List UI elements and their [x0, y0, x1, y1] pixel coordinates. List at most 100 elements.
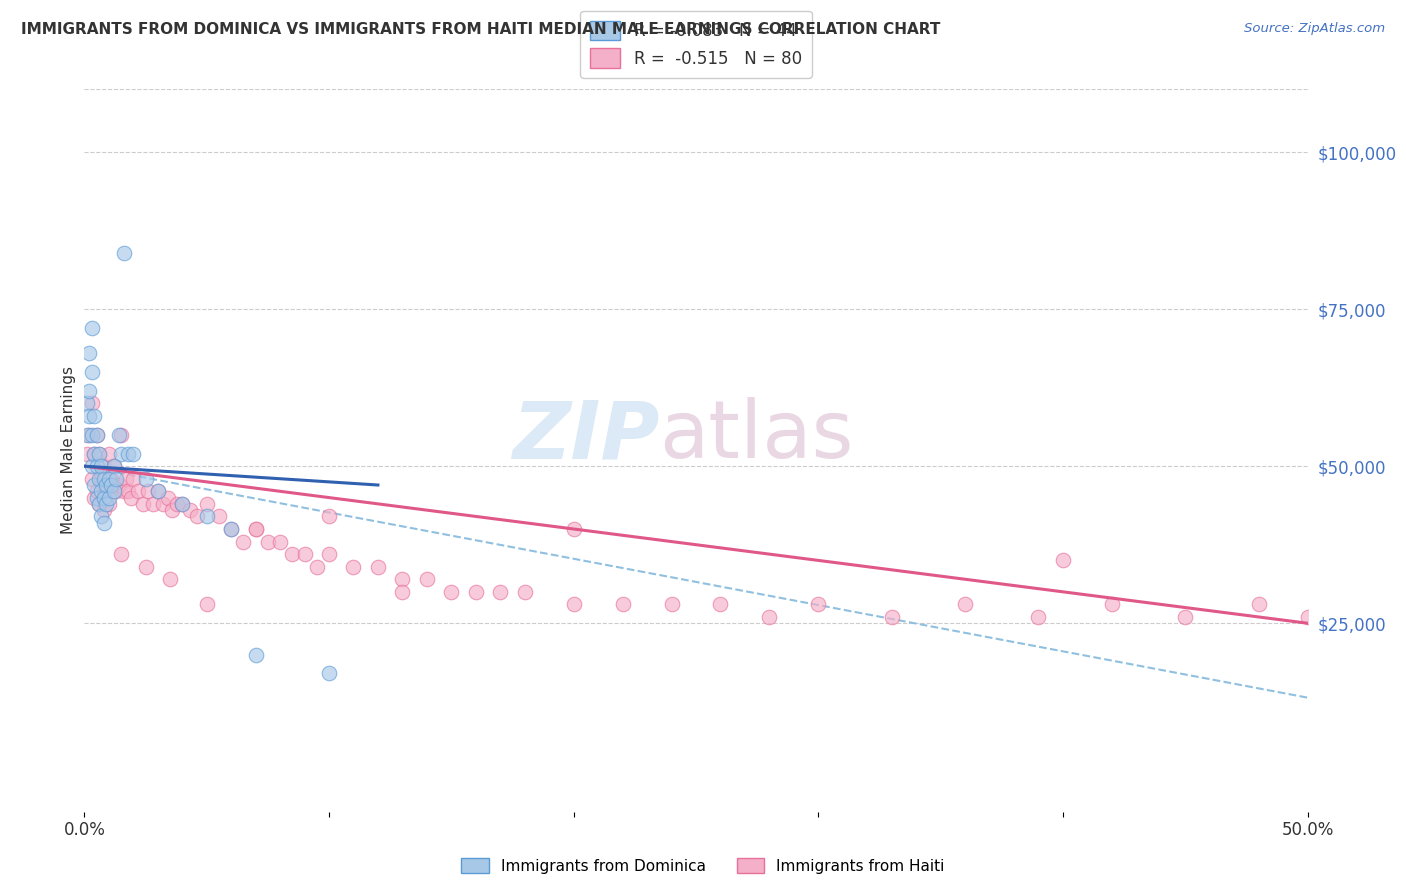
Point	[97, 447, 120, 461]
Point	[245, 522, 267, 536]
Point	[87, 447, 110, 461]
Point	[1028, 610, 1050, 624]
Point	[96, 484, 118, 499]
Point	[80, 365, 103, 379]
Point	[758, 610, 780, 624]
Y-axis label: Median Male Earnings: Median Male Earnings	[60, 367, 76, 534]
Point	[208, 509, 231, 524]
Point	[1296, 610, 1319, 624]
Point	[152, 497, 174, 511]
Point	[80, 459, 103, 474]
Point	[172, 497, 194, 511]
Point	[83, 409, 105, 423]
Legend: Immigrants from Dominica, Immigrants from Haiti: Immigrants from Dominica, Immigrants fro…	[456, 852, 950, 880]
Point	[93, 516, 115, 530]
Point	[179, 503, 201, 517]
Point	[90, 509, 112, 524]
Point	[135, 559, 157, 574]
Point	[562, 522, 585, 536]
Point	[93, 459, 115, 474]
Point	[105, 472, 128, 486]
Point	[83, 447, 105, 461]
Point	[186, 509, 208, 524]
Point	[87, 472, 110, 486]
Point	[93, 472, 115, 486]
Point	[661, 598, 683, 612]
Point	[257, 534, 280, 549]
Point	[103, 459, 125, 474]
Point	[440, 584, 463, 599]
Point	[86, 427, 108, 442]
Point	[117, 484, 139, 499]
Point	[76, 427, 98, 442]
Point	[807, 598, 830, 612]
Point	[80, 472, 103, 486]
Point	[96, 478, 118, 492]
Point	[159, 572, 181, 586]
Text: IMMIGRANTS FROM DOMINICA VS IMMIGRANTS FROM HAITI MEDIAN MALE EARNINGS CORRELATI: IMMIGRANTS FROM DOMINICA VS IMMIGRANTS F…	[21, 22, 941, 37]
Point	[90, 484, 112, 499]
Point	[195, 497, 218, 511]
Point	[122, 447, 145, 461]
Point	[76, 396, 98, 410]
Point	[172, 497, 194, 511]
Point	[391, 584, 413, 599]
Point	[219, 522, 242, 536]
Point	[132, 497, 155, 511]
Point	[77, 409, 100, 423]
Point	[90, 459, 112, 474]
Point	[83, 447, 105, 461]
Point	[219, 522, 242, 536]
Point	[156, 491, 179, 505]
Point	[166, 497, 188, 511]
Point	[107, 427, 129, 442]
Point	[103, 459, 125, 474]
Point	[112, 245, 135, 260]
Point	[709, 598, 731, 612]
Point	[83, 478, 105, 492]
Point	[110, 547, 132, 561]
Point	[77, 346, 100, 360]
Point	[281, 547, 304, 561]
Point	[100, 478, 122, 492]
Point	[87, 497, 110, 511]
Point	[110, 447, 132, 461]
Point	[117, 447, 139, 461]
Point	[195, 598, 218, 612]
Point	[146, 484, 169, 499]
Point	[464, 584, 486, 599]
Point	[1101, 598, 1123, 612]
Point	[96, 497, 118, 511]
Point	[269, 534, 291, 549]
Point	[86, 491, 108, 505]
Point	[142, 497, 165, 511]
Point	[122, 472, 145, 486]
Point	[953, 598, 976, 612]
Point	[416, 572, 439, 586]
Point	[232, 534, 254, 549]
Point	[97, 497, 120, 511]
Point	[391, 572, 413, 586]
Point	[77, 384, 100, 398]
Point	[880, 610, 903, 624]
Point	[90, 472, 112, 486]
Point	[120, 491, 142, 505]
Point	[87, 497, 110, 511]
Point	[86, 459, 108, 474]
Text: ZIP: ZIP	[512, 397, 659, 475]
Text: atlas: atlas	[659, 397, 853, 475]
Point	[245, 522, 267, 536]
Point	[162, 503, 184, 517]
Point	[107, 478, 129, 492]
Point	[146, 484, 169, 499]
Point	[100, 472, 122, 486]
Point	[367, 559, 389, 574]
Point	[80, 427, 103, 442]
Point	[489, 584, 512, 599]
Point	[93, 503, 115, 517]
Point	[97, 491, 120, 505]
Point	[1174, 610, 1197, 624]
Point	[318, 547, 340, 561]
Point	[1247, 598, 1270, 612]
Point	[612, 598, 634, 612]
